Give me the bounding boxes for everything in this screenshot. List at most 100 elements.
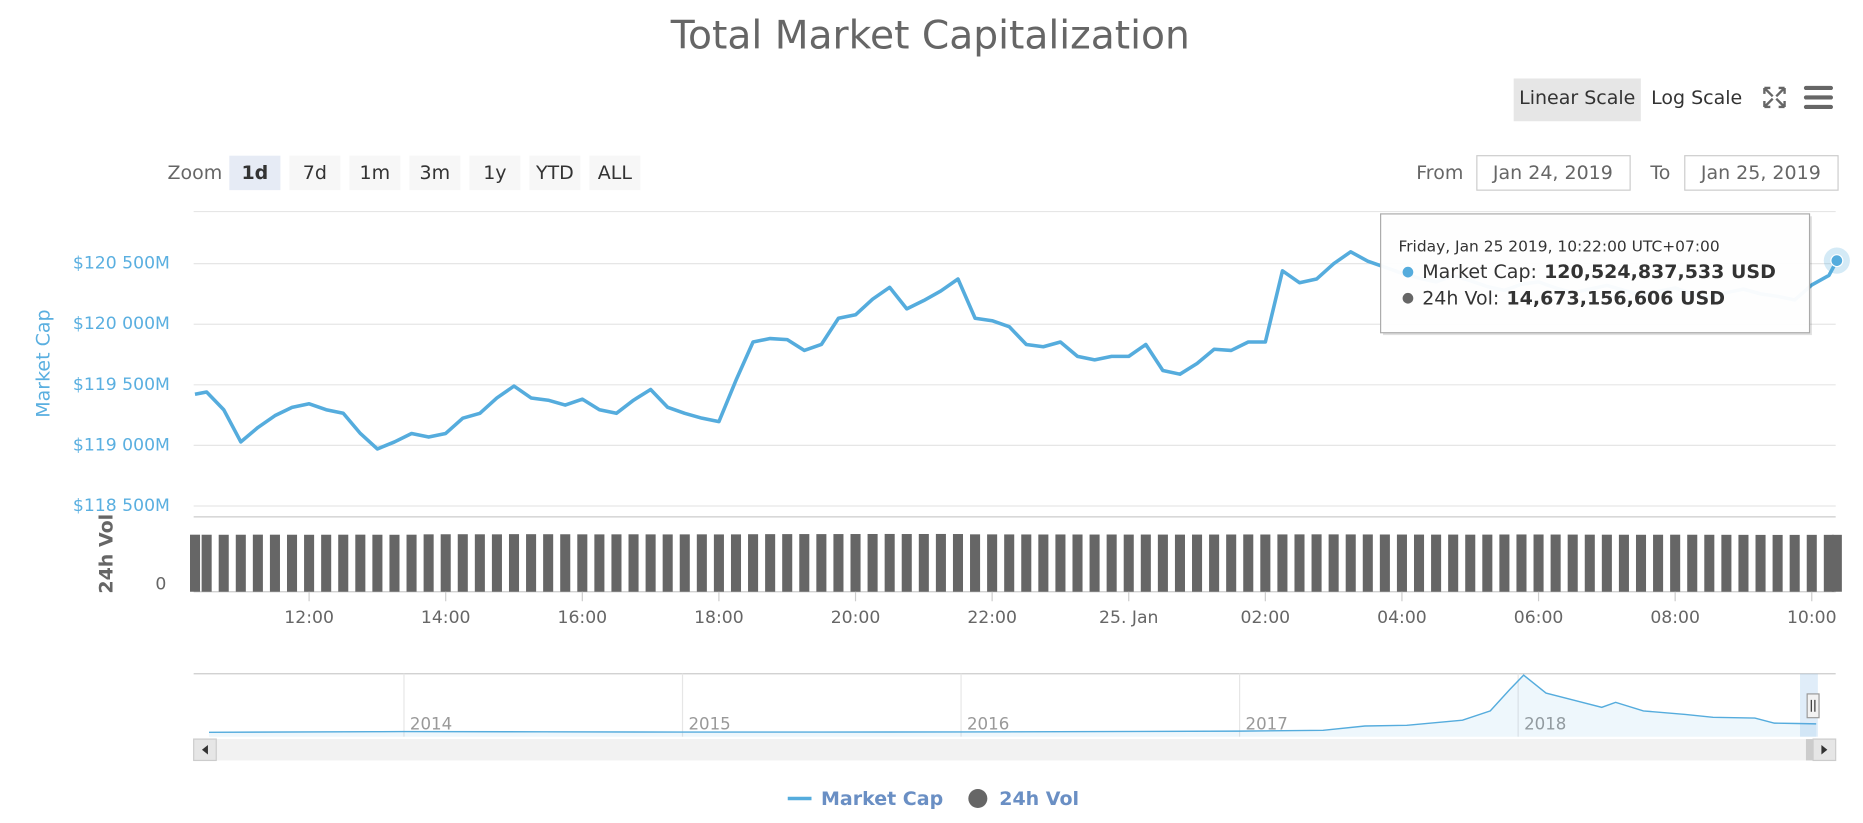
fullscreen-icon[interactable] [1763, 86, 1786, 109]
volume-bar [1106, 534, 1117, 592]
volume-bar [1584, 534, 1595, 592]
tooltip-dot [1402, 292, 1414, 304]
x-tick-label: 14:00 [421, 608, 471, 628]
tooltip-item-value: 14,673,156,606 USD [1506, 287, 1725, 309]
volume-bar [1328, 534, 1339, 592]
volume-bar [1601, 534, 1612, 592]
menu-icon[interactable] [1803, 85, 1833, 110]
zoom-button[interactable]: YTD [529, 155, 581, 191]
from-label: From [1416, 162, 1463, 184]
volume-bar [355, 534, 366, 592]
volume-bar [1618, 534, 1629, 592]
navigator-handle[interactable] [1806, 693, 1820, 719]
scale-button-label: Linear Scale [1519, 87, 1635, 109]
zoom-button[interactable]: 1y [469, 155, 521, 191]
volume-bar [1413, 534, 1425, 592]
tooltip-item: 24h Vol: 14,673,156,606 USD [1422, 287, 1725, 309]
y2-tick-label: 0 [155, 575, 166, 595]
navigator-handle-grip [1810, 699, 1816, 712]
volume-bar [1226, 534, 1237, 592]
volume-bar [1550, 534, 1561, 592]
y-tick-label: $119 500M [73, 375, 170, 395]
volume-bar [1362, 534, 1373, 592]
volume-bar [372, 534, 383, 592]
zoom-button[interactable]: 7d [289, 155, 341, 191]
legend-item[interactable]: Market Cap [821, 788, 943, 810]
volume-bar [201, 534, 212, 592]
volume-bar [252, 534, 263, 592]
volume-bar [1072, 534, 1083, 592]
volume-bar [1465, 534, 1476, 592]
scale-button[interactable]: Linear Scale [1513, 78, 1641, 122]
navigator-tick-label: 2014 [410, 714, 452, 733]
x-tick-label: 25. Jan [1099, 608, 1158, 628]
scale-button[interactable]: Log Scale [1647, 78, 1747, 121]
volume-bar [286, 534, 298, 592]
legend-dot-symbol [968, 788, 988, 808]
volume-bar [765, 534, 776, 592]
volume-bar [1738, 534, 1749, 592]
volume-bar [1533, 534, 1544, 592]
zoom-button-label: 1y [483, 162, 506, 184]
from-input[interactable] [1476, 155, 1631, 191]
to-input[interactable] [1684, 155, 1839, 191]
y-tick-label: $120 500M [73, 254, 170, 274]
volume-bar [884, 533, 895, 592]
scrollbar-left-arrow [201, 745, 208, 755]
volume-bar [321, 534, 332, 592]
volume-bar [269, 534, 280, 592]
zoom-button-bg [229, 155, 281, 191]
volume-bar [1653, 534, 1664, 592]
zoom-button[interactable]: 3m [409, 155, 461, 191]
volume-bar [833, 534, 844, 592]
zoom-label: Zoom [168, 162, 223, 184]
zoom-button[interactable]: 1m [349, 155, 401, 191]
zoom-button[interactable]: 1d [229, 155, 281, 191]
volume-bar [474, 534, 485, 592]
volume-bar [338, 534, 349, 592]
volume-bar [218, 534, 229, 592]
tooltip-box [1380, 213, 1811, 334]
navigator-tick-label: 2016 [967, 714, 1009, 733]
x-tick-label: 20:00 [831, 608, 881, 628]
volume-bar [1670, 534, 1681, 592]
volume-bar [611, 534, 622, 592]
scrollbar-thumb[interactable] [1805, 739, 1816, 761]
volume-bar [1831, 534, 1842, 592]
volume-bar [918, 533, 929, 592]
zoom-button-bg [529, 155, 581, 191]
volume-bar [730, 534, 742, 592]
zoom-button[interactable]: ALL [589, 155, 641, 191]
legend-item[interactable]: 24h Vol [999, 788, 1079, 810]
scrollbar-right-arrow [1821, 745, 1828, 755]
volume-bar [696, 534, 707, 592]
zoom-button-label: 1d [241, 162, 268, 184]
x-tick-label: 08:00 [1650, 608, 1700, 628]
volume-bar [1499, 534, 1510, 592]
volume-bar [1789, 534, 1800, 592]
zoom-button-label: ALL [598, 162, 633, 184]
volume-bar [1157, 534, 1168, 592]
volume-bar [1755, 534, 1766, 592]
zoom-button-bg [289, 155, 341, 191]
volume-bar [952, 534, 964, 592]
volume-bar [1345, 534, 1356, 592]
x-tick-label: 12:00 [284, 608, 334, 628]
volume-bar [645, 534, 656, 592]
volume-bar [235, 534, 246, 592]
volume-bar [1243, 534, 1254, 592]
y-axis-title: Market Cap [32, 309, 54, 417]
volume-bar [1687, 534, 1698, 592]
volume-bar [1635, 534, 1647, 592]
volume-bar [1174, 534, 1185, 592]
volume-bar [867, 533, 878, 592]
zoom-button-label: 7d [303, 162, 327, 184]
navigator-tick-label: 2018 [1524, 714, 1566, 733]
volume-bar [748, 534, 759, 592]
tooltip-item-label: Market Cap: [1422, 261, 1537, 283]
y2-axis-title: 24h Vol [95, 514, 117, 594]
volume-bar [799, 534, 810, 592]
zoom-button-bg [589, 155, 641, 191]
zoom-button-bg [349, 155, 401, 191]
